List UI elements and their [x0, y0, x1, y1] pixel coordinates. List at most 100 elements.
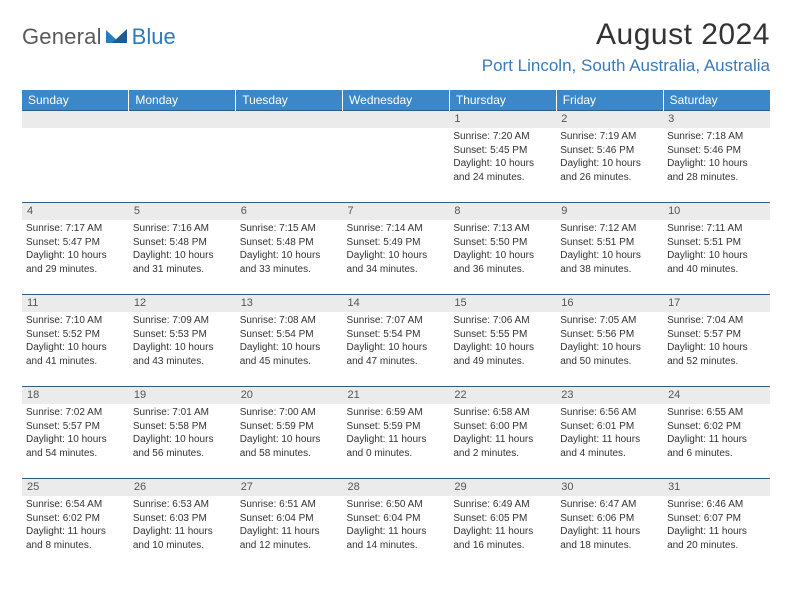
- date-cell: [343, 111, 450, 203]
- date-cell: 6Sunrise: 7:15 AMSunset: 5:48 PMDaylight…: [236, 203, 343, 295]
- week-row: 18Sunrise: 7:02 AMSunset: 5:57 PMDayligh…: [22, 387, 770, 479]
- sunrise-text: Sunrise: 7:18 AM: [667, 130, 766, 144]
- col-header: Tuesday: [236, 90, 343, 111]
- sunset-text: Sunset: 5:54 PM: [347, 328, 446, 342]
- header-row: General Blue August 2024 Port Lincoln, S…: [22, 18, 770, 76]
- date-number: 10: [663, 203, 770, 220]
- sunset-text: Sunset: 6:07 PM: [667, 512, 766, 526]
- sunrise-text: Sunrise: 6:55 AM: [667, 406, 766, 420]
- cell-body: Sunrise: 6:51 AMSunset: 6:04 PMDaylight:…: [236, 496, 343, 555]
- daylight-text: Daylight: 11 hours and 8 minutes.: [26, 525, 125, 552]
- sunset-text: Sunset: 5:54 PM: [240, 328, 339, 342]
- cell-body: Sunrise: 7:19 AMSunset: 5:46 PMDaylight:…: [556, 128, 663, 187]
- sunset-text: Sunset: 5:53 PM: [133, 328, 232, 342]
- sunset-text: Sunset: 5:45 PM: [453, 144, 552, 158]
- sunrise-text: Sunrise: 7:05 AM: [560, 314, 659, 328]
- sunset-text: Sunset: 5:47 PM: [26, 236, 125, 250]
- date-cell: [129, 111, 236, 203]
- date-number: 1: [449, 111, 556, 128]
- cell-body: Sunrise: 7:05 AMSunset: 5:56 PMDaylight:…: [556, 312, 663, 371]
- daylight-text: Daylight: 10 hours and 40 minutes.: [667, 249, 766, 276]
- date-cell: 12Sunrise: 7:09 AMSunset: 5:53 PMDayligh…: [129, 295, 236, 387]
- date-cell: 29Sunrise: 6:49 AMSunset: 6:05 PMDayligh…: [449, 479, 556, 571]
- daylight-text: Daylight: 10 hours and 29 minutes.: [26, 249, 125, 276]
- date-cell: 18Sunrise: 7:02 AMSunset: 5:57 PMDayligh…: [22, 387, 129, 479]
- date-number: 8: [449, 203, 556, 220]
- sunset-text: Sunset: 6:00 PM: [453, 420, 552, 434]
- cell-body: Sunrise: 7:09 AMSunset: 5:53 PMDaylight:…: [129, 312, 236, 371]
- date-number: 18: [22, 387, 129, 404]
- sunrise-text: Sunrise: 7:16 AM: [133, 222, 232, 236]
- date-cell: 31Sunrise: 6:46 AMSunset: 6:07 PMDayligh…: [663, 479, 770, 571]
- daylight-text: Daylight: 10 hours and 58 minutes.: [240, 433, 339, 460]
- week-row: 1Sunrise: 7:20 AMSunset: 5:45 PMDaylight…: [22, 111, 770, 203]
- daylight-text: Daylight: 11 hours and 0 minutes.: [347, 433, 446, 460]
- sunrise-text: Sunrise: 7:20 AM: [453, 130, 552, 144]
- date-cell: 3Sunrise: 7:18 AMSunset: 5:46 PMDaylight…: [663, 111, 770, 203]
- date-cell: 13Sunrise: 7:08 AMSunset: 5:54 PMDayligh…: [236, 295, 343, 387]
- day-header-row: Sunday Monday Tuesday Wednesday Thursday…: [22, 90, 770, 111]
- date-cell: 26Sunrise: 6:53 AMSunset: 6:03 PMDayligh…: [129, 479, 236, 571]
- date-number: 31: [663, 479, 770, 496]
- sunset-text: Sunset: 6:01 PM: [560, 420, 659, 434]
- date-cell: 27Sunrise: 6:51 AMSunset: 6:04 PMDayligh…: [236, 479, 343, 571]
- sunrise-text: Sunrise: 6:54 AM: [26, 498, 125, 512]
- location-subtitle: Port Lincoln, South Australia, Australia: [482, 56, 770, 76]
- sunset-text: Sunset: 6:02 PM: [667, 420, 766, 434]
- date-number: 28: [343, 479, 450, 496]
- daylight-text: Daylight: 11 hours and 6 minutes.: [667, 433, 766, 460]
- cell-body: Sunrise: 7:13 AMSunset: 5:50 PMDaylight:…: [449, 220, 556, 279]
- date-cell: 22Sunrise: 6:58 AMSunset: 6:00 PMDayligh…: [449, 387, 556, 479]
- daylight-text: Daylight: 10 hours and 34 minutes.: [347, 249, 446, 276]
- date-cell: 5Sunrise: 7:16 AMSunset: 5:48 PMDaylight…: [129, 203, 236, 295]
- date-cell: 25Sunrise: 6:54 AMSunset: 6:02 PMDayligh…: [22, 479, 129, 571]
- daylight-text: Daylight: 10 hours and 24 minutes.: [453, 157, 552, 184]
- date-number: 4: [22, 203, 129, 220]
- week-row: 11Sunrise: 7:10 AMSunset: 5:52 PMDayligh…: [22, 295, 770, 387]
- cell-body: Sunrise: 7:02 AMSunset: 5:57 PMDaylight:…: [22, 404, 129, 463]
- week-row: 4Sunrise: 7:17 AMSunset: 5:47 PMDaylight…: [22, 203, 770, 295]
- date-number: 3: [663, 111, 770, 128]
- date-number: 7: [343, 203, 450, 220]
- sunset-text: Sunset: 6:03 PM: [133, 512, 232, 526]
- sunrise-text: Sunrise: 6:46 AM: [667, 498, 766, 512]
- sunrise-text: Sunrise: 7:02 AM: [26, 406, 125, 420]
- sunrise-text: Sunrise: 6:50 AM: [347, 498, 446, 512]
- date-number: 30: [556, 479, 663, 496]
- sunrise-text: Sunrise: 6:49 AM: [453, 498, 552, 512]
- sunrise-text: Sunrise: 7:11 AM: [667, 222, 766, 236]
- sunset-text: Sunset: 5:51 PM: [560, 236, 659, 250]
- sunset-text: Sunset: 5:48 PM: [240, 236, 339, 250]
- sunrise-text: Sunrise: 7:12 AM: [560, 222, 659, 236]
- date-cell: 10Sunrise: 7:11 AMSunset: 5:51 PMDayligh…: [663, 203, 770, 295]
- date-number: 2: [556, 111, 663, 128]
- cell-body: Sunrise: 7:14 AMSunset: 5:49 PMDaylight:…: [343, 220, 450, 279]
- date-number: 19: [129, 387, 236, 404]
- col-header: Monday: [129, 90, 236, 111]
- daylight-text: Daylight: 10 hours and 33 minutes.: [240, 249, 339, 276]
- sunrise-text: Sunrise: 7:08 AM: [240, 314, 339, 328]
- date-cell: 14Sunrise: 7:07 AMSunset: 5:54 PMDayligh…: [343, 295, 450, 387]
- cell-body: Sunrise: 6:49 AMSunset: 6:05 PMDaylight:…: [449, 496, 556, 555]
- daylight-text: Daylight: 10 hours and 28 minutes.: [667, 157, 766, 184]
- date-number: [343, 111, 450, 128]
- date-number: 13: [236, 295, 343, 312]
- cell-body: Sunrise: 6:58 AMSunset: 6:00 PMDaylight:…: [449, 404, 556, 463]
- date-cell: 9Sunrise: 7:12 AMSunset: 5:51 PMDaylight…: [556, 203, 663, 295]
- sunset-text: Sunset: 5:52 PM: [26, 328, 125, 342]
- daylight-text: Daylight: 11 hours and 14 minutes.: [347, 525, 446, 552]
- cell-body: Sunrise: 6:46 AMSunset: 6:07 PMDaylight:…: [663, 496, 770, 555]
- daylight-text: Daylight: 10 hours and 26 minutes.: [560, 157, 659, 184]
- cell-body: Sunrise: 7:15 AMSunset: 5:48 PMDaylight:…: [236, 220, 343, 279]
- sunset-text: Sunset: 5:59 PM: [240, 420, 339, 434]
- sunset-text: Sunset: 6:04 PM: [347, 512, 446, 526]
- daylight-text: Daylight: 10 hours and 49 minutes.: [453, 341, 552, 368]
- daylight-text: Daylight: 10 hours and 56 minutes.: [133, 433, 232, 460]
- daylight-text: Daylight: 10 hours and 31 minutes.: [133, 249, 232, 276]
- cell-body: Sunrise: 7:07 AMSunset: 5:54 PMDaylight:…: [343, 312, 450, 371]
- cell-body: Sunrise: 6:53 AMSunset: 6:03 PMDaylight:…: [129, 496, 236, 555]
- daylight-text: Daylight: 11 hours and 16 minutes.: [453, 525, 552, 552]
- col-header: Wednesday: [343, 90, 450, 111]
- cell-body: Sunrise: 6:54 AMSunset: 6:02 PMDaylight:…: [22, 496, 129, 555]
- sunrise-text: Sunrise: 6:53 AM: [133, 498, 232, 512]
